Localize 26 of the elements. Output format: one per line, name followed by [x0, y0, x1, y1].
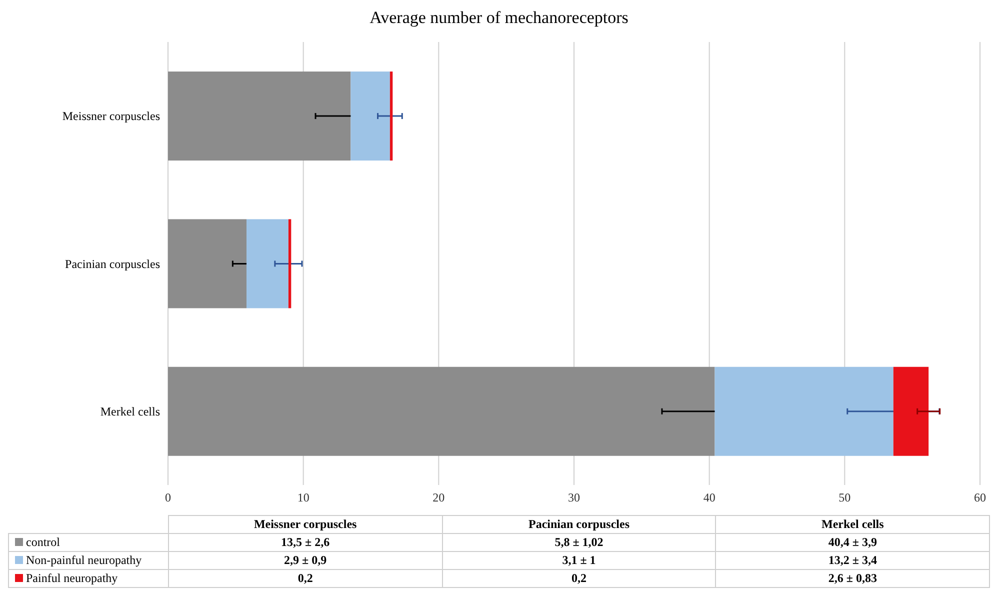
legend-label: Painful neuropathy [8, 570, 168, 588]
x-tick-label: 10 [297, 490, 310, 505]
text: 0,2 [168, 570, 442, 588]
category-label: Meissner corpuscles [254, 517, 357, 531]
text: 5,8 ± 1,02 [442, 534, 716, 552]
legend-label: Non-painful neuropathy [8, 552, 168, 570]
y-tick-label: Merkel cells [100, 404, 160, 418]
category-label: Pacinian corpuscles [528, 517, 630, 531]
text: 40,4 ± 3,9 [716, 534, 990, 552]
legend-label: control [8, 534, 168, 552]
text: 2,9 ± 0,9 [168, 552, 442, 570]
chart-title: Average number of mechanoreceptors [368, 8, 630, 28]
x-tick-label: 20 [432, 490, 445, 505]
text: 13,5 ± 2,6 [168, 534, 442, 552]
text: 2,6 ± 0,83 [716, 570, 990, 588]
x-tick-label: 0 [165, 490, 171, 505]
x-tick-label: 40 [703, 490, 716, 505]
category-label: Merkel cells [822, 517, 884, 531]
x-tick-label: 50 [838, 490, 851, 505]
y-tick-label: Pacinian corpuscles [65, 256, 160, 271]
x-tick-label: 60 [974, 490, 986, 505]
x-tick-label: 30 [568, 490, 580, 505]
text: 0,2 [442, 570, 716, 588]
y-tick-label: Meissner corpuscles [62, 109, 160, 124]
text: 13,2 ± 3,4 [716, 552, 990, 570]
text: 3,1 ± 1 [442, 552, 716, 570]
